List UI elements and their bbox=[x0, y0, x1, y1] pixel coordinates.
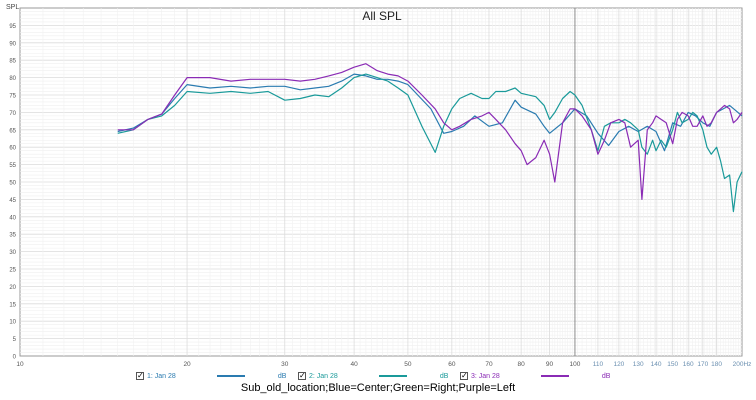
x-tick-label: 40 bbox=[350, 361, 358, 368]
legend-unit-3: dB bbox=[601, 372, 611, 380]
x-tick-label: 150 bbox=[667, 361, 678, 368]
y-tick-label: 60 bbox=[9, 146, 16, 152]
x-tick-label: 90 bbox=[546, 361, 554, 368]
y-tick-label: 0 bbox=[13, 355, 17, 361]
chart-title: All SPL bbox=[362, 9, 402, 23]
chart-caption: Sub_old_location;Blue=Center;Green=Right… bbox=[240, 382, 516, 394]
series-line-1 bbox=[117, 73, 743, 152]
x-tick-label: 100 bbox=[570, 361, 581, 368]
x-tick-label: 80 bbox=[518, 361, 526, 368]
y-tick-label: 95 bbox=[9, 24, 16, 30]
legend-checkbox-3[interactable]: ✓ bbox=[460, 371, 468, 380]
legend-item-series-2[interactable]: ✓ 2: Jan 28 dB bbox=[298, 370, 448, 382]
legend-checkbox-2[interactable]: ✓ bbox=[298, 371, 306, 380]
legend-checkbox-1[interactable]: ✓ bbox=[136, 371, 144, 380]
x-tick-label: 60 bbox=[448, 361, 456, 368]
y-tick-label: 75 bbox=[9, 94, 16, 100]
x-tick-label: 50 bbox=[404, 361, 412, 368]
legend-label-1: 1: Jan 28 bbox=[147, 372, 176, 380]
x-tick-label: 20 bbox=[183, 361, 191, 368]
y-tick-label: 90 bbox=[9, 41, 16, 47]
y-tick-label: 40 bbox=[9, 215, 16, 221]
legend-unit-2: dB bbox=[439, 372, 449, 380]
y-tick-label: 55 bbox=[9, 163, 16, 169]
legend-item-series-1[interactable]: ✓ 1: Jan 28 dB bbox=[136, 370, 286, 382]
y-tick-label: 20 bbox=[9, 285, 16, 291]
x-tick-label: 10 bbox=[16, 361, 24, 368]
y-tick-label: 80 bbox=[9, 76, 16, 82]
x-tick-label: 130 bbox=[633, 361, 644, 368]
y-tick-label: 5 bbox=[13, 337, 17, 343]
chart-grid bbox=[19, 7, 743, 357]
legend-swatch-3 bbox=[540, 375, 569, 377]
y-tick-label: 15 bbox=[9, 302, 16, 308]
x-tick-label: 70 bbox=[485, 361, 493, 368]
legend-item-series-3[interactable]: ✓ 3: Jan 28 dB bbox=[460, 370, 610, 382]
legend-swatch-1 bbox=[216, 375, 245, 377]
chart-series bbox=[117, 63, 743, 213]
x-tick-label: 120 bbox=[613, 361, 624, 368]
x-tick-label: 200Hz bbox=[733, 361, 752, 368]
spl-chart: 0 5 10 15 20 25 30 35 40 45 50 55 60 65 70 75 80 85 90 95 10… bbox=[6, 4, 751, 368]
y-tick-label: 65 bbox=[9, 128, 16, 134]
y-tick-label: 35 bbox=[9, 233, 16, 239]
x-tick-label: 180 bbox=[711, 361, 722, 368]
x-tick-label: 160 bbox=[683, 361, 694, 368]
y-axis-label: SPL bbox=[6, 4, 19, 11]
y-tick-label: 10 bbox=[9, 320, 16, 326]
legend-unit-1: dB bbox=[277, 372, 287, 380]
y-tick-label: 45 bbox=[9, 198, 16, 204]
legend-label-3: 3: Jan 28 bbox=[471, 372, 500, 380]
x-tick-label: 110 bbox=[593, 361, 604, 368]
x-tick-label: 170 bbox=[697, 361, 708, 368]
y-tick-label: 30 bbox=[9, 250, 16, 256]
x-tick-label: 30 bbox=[281, 361, 289, 368]
y-tick-label: 25 bbox=[9, 268, 16, 274]
chart-axes: 0 5 10 15 20 25 30 35 40 45 50 55 60 65 70 75 80 85 90 95 10… bbox=[9, 24, 751, 368]
series-line-2 bbox=[117, 73, 743, 213]
legend-label-2: 2: Jan 28 bbox=[309, 372, 338, 380]
series-line-3 bbox=[117, 63, 743, 200]
y-tick-label: 50 bbox=[9, 181, 16, 187]
x-tick-label: 140 bbox=[651, 361, 662, 368]
legend-swatch-2 bbox=[378, 375, 407, 377]
y-tick-label: 70 bbox=[9, 111, 16, 117]
y-tick-label: 85 bbox=[9, 59, 16, 65]
